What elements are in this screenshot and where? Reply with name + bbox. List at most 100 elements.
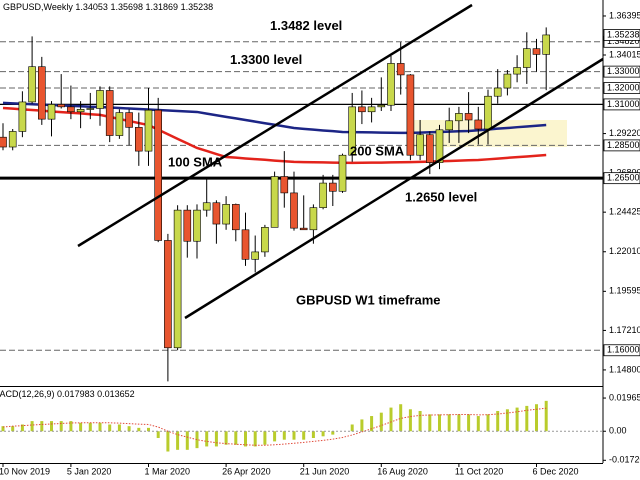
moving-average bbox=[2, 106, 547, 165]
macd-bar bbox=[156, 431, 160, 438]
macd-value: 0.017983 bbox=[57, 389, 95, 399]
level-annotation: 1.3482 level bbox=[270, 18, 342, 33]
x-tick-label: 10 Nov 2019 bbox=[0, 466, 50, 476]
y-tick-label: 1.22010 bbox=[609, 246, 640, 256]
level-box-label: 1.31000 bbox=[607, 99, 640, 109]
macd-bar bbox=[88, 422, 92, 432]
candle-body bbox=[193, 209, 201, 242]
macd-bar bbox=[292, 431, 296, 440]
candle-body bbox=[125, 112, 133, 128]
ohlc-open: 1.34053 bbox=[75, 2, 108, 12]
macd-bar bbox=[11, 426, 15, 432]
macd-bar bbox=[467, 414, 471, 432]
level-box-label: 1.33000 bbox=[607, 66, 640, 76]
candle-body bbox=[222, 204, 230, 225]
level-box-label: 1.28500 bbox=[607, 140, 640, 150]
candle-body bbox=[144, 109, 153, 152]
macd-bar bbox=[544, 400, 548, 432]
price-box bbox=[603, 29, 640, 41]
macd-name: MACD(12,26,9) bbox=[0, 389, 55, 399]
candle-body bbox=[309, 207, 318, 231]
level-box-label: 1.16000 bbox=[607, 345, 640, 355]
candle-body bbox=[47, 104, 56, 120]
ohlc-high: 1.35698 bbox=[110, 2, 143, 12]
x-tick-label: 5 Jan 2020 bbox=[67, 466, 112, 476]
y-tick-label: 1.17210 bbox=[609, 325, 640, 335]
y-tick-label: -0.01720 bbox=[609, 455, 640, 465]
macd-bar bbox=[214, 431, 218, 447]
macd-bar bbox=[350, 424, 354, 432]
candle-body bbox=[416, 134, 424, 156]
macd-bar bbox=[224, 431, 228, 445]
sma-label: 100 SMA bbox=[168, 154, 223, 169]
macd-bar bbox=[302, 431, 306, 440]
candle-body bbox=[212, 202, 221, 225]
level-box bbox=[603, 344, 640, 357]
y-tick-label: 1.24425 bbox=[609, 207, 640, 217]
candle-body bbox=[542, 34, 551, 55]
candle-body bbox=[425, 134, 434, 163]
macd-bar bbox=[273, 431, 277, 442]
macd-bar bbox=[137, 427, 141, 432]
y-tick-label: 1.34015 bbox=[609, 49, 640, 59]
candle-body bbox=[435, 129, 444, 163]
macd-bar bbox=[59, 421, 63, 432]
macd-bar bbox=[486, 414, 490, 432]
level-box-label: 1.34820 bbox=[607, 36, 640, 46]
macd-bar bbox=[147, 427, 150, 432]
macd-bar bbox=[447, 414, 451, 432]
candle-body bbox=[164, 240, 172, 349]
ohlc-close: 1.35238 bbox=[181, 2, 214, 12]
macd-bar bbox=[457, 414, 461, 432]
candle-body bbox=[115, 112, 124, 136]
macd-bar bbox=[282, 431, 286, 440]
candle-body bbox=[367, 106, 376, 113]
candle-body bbox=[135, 127, 143, 152]
macd-bar bbox=[50, 421, 53, 432]
candle-body bbox=[241, 229, 250, 260]
macd-bar bbox=[253, 431, 257, 447]
sma-label: 200 SMA bbox=[350, 143, 405, 158]
candle-body bbox=[202, 202, 211, 211]
candle-body bbox=[251, 251, 259, 260]
level-box bbox=[603, 82, 640, 94]
y-tick-label: 1.14800 bbox=[609, 364, 640, 374]
macd-bar bbox=[418, 410, 422, 432]
candle-body bbox=[484, 95, 492, 130]
macd-bar bbox=[399, 404, 403, 432]
macd-bar bbox=[360, 419, 364, 432]
ohlc-low: 1.31869 bbox=[146, 2, 179, 12]
candle-body bbox=[270, 176, 279, 228]
candle-body bbox=[57, 104, 66, 108]
candle-body bbox=[532, 48, 541, 55]
level-annotation: 1.2650 level bbox=[405, 190, 477, 205]
x-tick-label: 21 Jun 2020 bbox=[300, 466, 350, 476]
candle-body bbox=[261, 227, 269, 253]
level-box-label: 1.32000 bbox=[607, 82, 640, 92]
candle-body bbox=[37, 66, 46, 120]
macd-bar bbox=[331, 431, 335, 435]
candle-body bbox=[290, 192, 298, 229]
candle-body bbox=[299, 227, 308, 231]
price-box-label: 1.35238 bbox=[607, 29, 640, 39]
candle-body bbox=[348, 106, 357, 156]
channel-upper bbox=[77, 3, 473, 248]
candle-body bbox=[8, 131, 17, 148]
candle-body bbox=[105, 90, 114, 136]
macd-bar bbox=[30, 421, 34, 432]
macd-bar bbox=[428, 414, 432, 432]
macd-bar bbox=[263, 431, 267, 445]
macd-bar bbox=[40, 421, 44, 432]
macd-bar bbox=[476, 416, 480, 432]
candle-body bbox=[513, 67, 521, 75]
macd-bar bbox=[166, 431, 170, 452]
candle-body bbox=[493, 87, 502, 97]
level-box bbox=[603, 139, 640, 152]
candle-body bbox=[464, 113, 473, 121]
chart-title: GBPUSD,Weekly 1.34053 1.35698 1.31869 1.… bbox=[3, 2, 213, 12]
signal-value: 0.013652 bbox=[97, 389, 135, 399]
macd-bar bbox=[505, 409, 509, 432]
candle-body bbox=[503, 73, 512, 89]
macd-bar bbox=[311, 431, 315, 438]
